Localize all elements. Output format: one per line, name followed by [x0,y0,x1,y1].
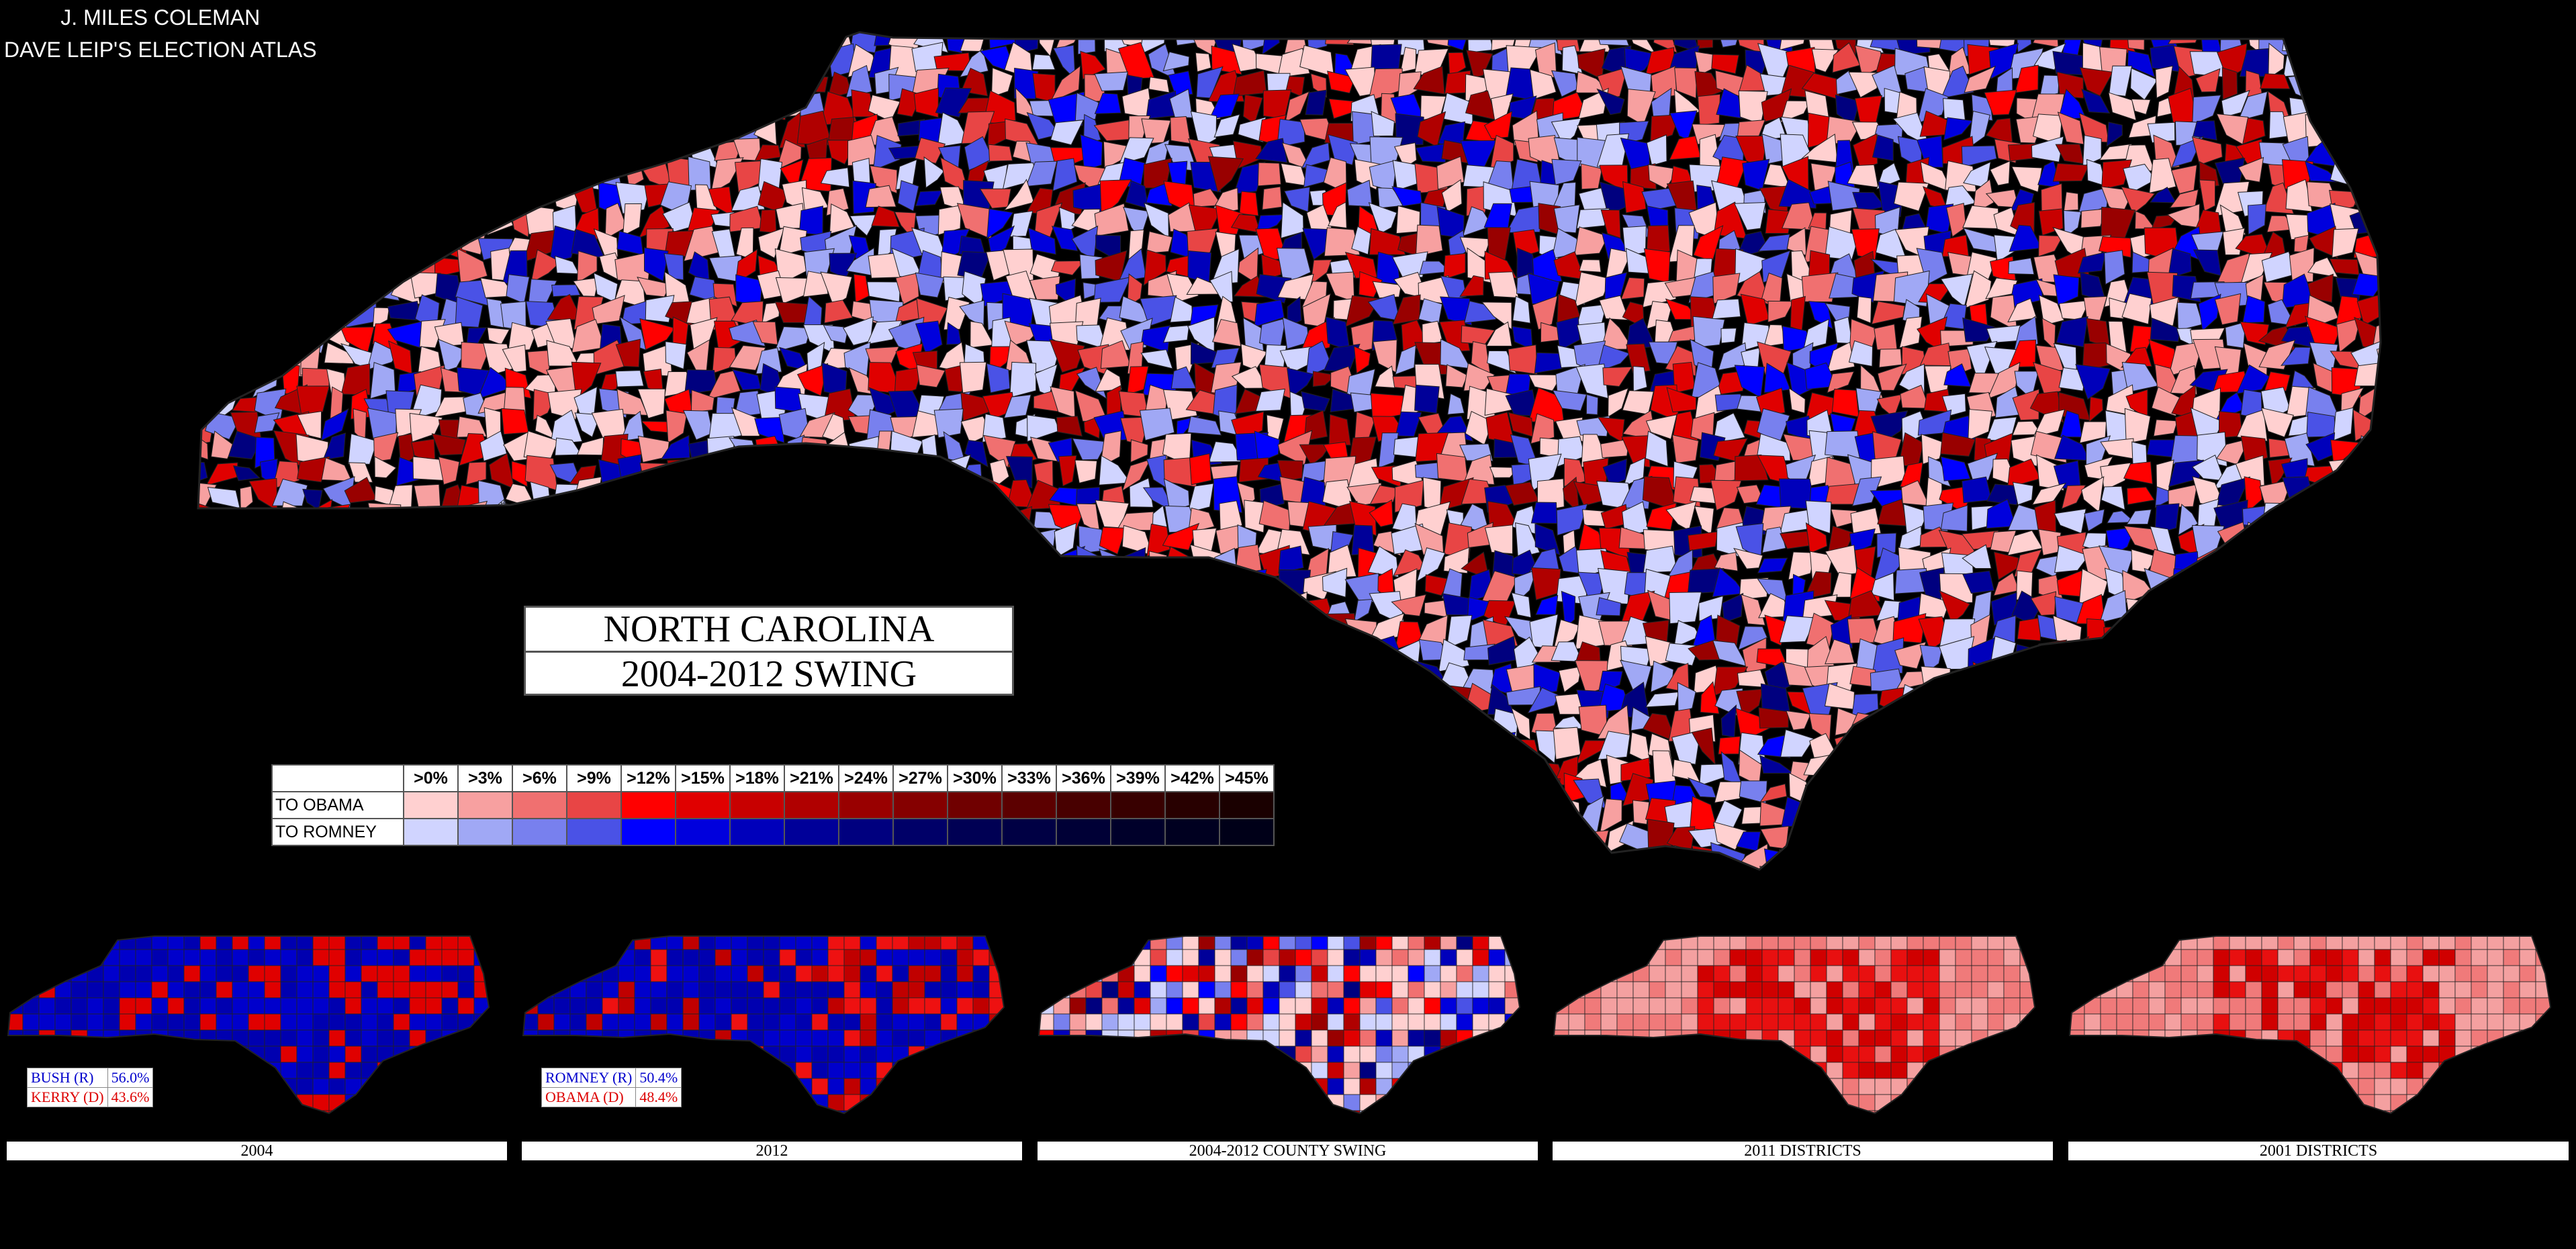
map-title: NORTH CAROLINA [603,608,935,650]
legend-swatch [1056,818,1111,846]
map-2004-results [7,935,490,1115]
legend-corner [271,764,404,792]
credits: J. MILES COLEMAN DAVE LEIP'S ELECTION AT… [4,1,317,66]
panel-caption-county-swing: 2004-2012 COUNTY SWING [1038,1142,1538,1160]
panel-caption-2011-districts: 2011 DISTRICTS [1553,1142,2053,1160]
legend-threshold: >6% [512,764,567,792]
legend-threshold: >15% [675,764,731,792]
legend-threshold: >21% [784,764,839,792]
legend-threshold: >42% [1164,764,1220,792]
legend-swatch [1164,791,1220,819]
result-name: BUSH (R) [27,1068,108,1088]
legend-threshold: >3% [457,764,513,792]
result-value: 56.0% [107,1068,154,1088]
legend-row-label: TO ROMNEY [271,818,404,846]
legend-swatch [947,818,1003,846]
legend-swatch [784,818,839,846]
results-2004: BUSH (R) 56.0% KERRY (D) 43.6% [27,1068,154,1107]
panel-caption-2012: 2012 [522,1142,1022,1160]
legend-swatch [457,791,513,819]
legend-swatch [675,791,731,819]
map-title-box: NORTH CAROLINA 2004-2012 SWING [524,606,1014,696]
author-credit: J. MILES COLEMAN [60,5,261,30]
legend-swatch [1164,818,1220,846]
legend-swatch [784,791,839,819]
legend-swatch [838,818,894,846]
legend-swatch [403,791,459,819]
north-carolina-precinct-swing-map [197,31,2382,871]
legend-threshold: >0% [403,764,459,792]
result-value: 43.6% [107,1087,154,1107]
legend-swatch [892,818,948,846]
result-value: 48.4% [635,1087,682,1107]
result-name: OBAMA (D) [541,1087,637,1107]
legend-swatch [1219,791,1275,819]
legend-threshold: >12% [620,764,676,792]
legend-swatch [1219,818,1275,846]
result-value: 50.4% [635,1068,682,1088]
legend-threshold: >45% [1219,764,1275,792]
legend-row-romney: TO ROMNEY [271,818,1275,846]
legend-threshold: >36% [1056,764,1111,792]
map-subtitle: 2004-2012 SWING [526,651,1012,696]
legend-swatch [566,818,622,846]
result-name: ROMNEY (R) [541,1068,637,1088]
legend-swatch [892,791,948,819]
legend-swatch [620,818,676,846]
legend-swatch [620,791,676,819]
swing-legend: >0% >3% >6% >9% >12% >15% >18% >21% >24%… [271,764,1275,846]
map-2011-districts [1553,935,2036,1115]
legend-threshold: >27% [892,764,948,792]
legend-swatch [512,818,567,846]
legend-threshold: >9% [566,764,622,792]
legend-threshold: >18% [729,764,785,792]
legend-swatch [1110,791,1166,819]
result-name: KERRY (D) [27,1087,108,1107]
source-credit: DAVE LEIP'S ELECTION ATLAS [4,38,317,62]
legend-row-obama: TO OBAMA [271,791,1275,819]
legend-threshold: >24% [838,764,894,792]
legend-swatch [675,818,731,846]
legend-swatch [729,791,785,819]
legend-swatch [1001,791,1057,819]
legend-swatch [1110,818,1166,846]
legend-swatch [1056,791,1111,819]
panel-caption-2004: 2004 [7,1142,507,1160]
legend-swatch [457,818,513,846]
panel-caption-2001-districts: 2001 DISTRICTS [2068,1142,2569,1160]
legend-header-row: >0% >3% >6% >9% >12% >15% >18% >21% >24%… [271,764,1275,792]
map-county-swing [1038,935,1521,1115]
legend-threshold: >39% [1110,764,1166,792]
legend-swatch [512,791,567,819]
legend-threshold: >30% [947,764,1003,792]
legend-swatch [838,791,894,819]
legend-threshold: >33% [1001,764,1057,792]
legend-row-label: TO OBAMA [271,791,404,819]
legend-swatch [1001,818,1057,846]
legend-swatch [729,818,785,846]
map-2001-districts [2068,935,2552,1115]
legend-swatch [566,791,622,819]
legend-swatch [947,791,1003,819]
results-2012: ROMNEY (R) 50.4% OBAMA (D) 48.4% [541,1068,682,1107]
legend-swatch [403,818,459,846]
